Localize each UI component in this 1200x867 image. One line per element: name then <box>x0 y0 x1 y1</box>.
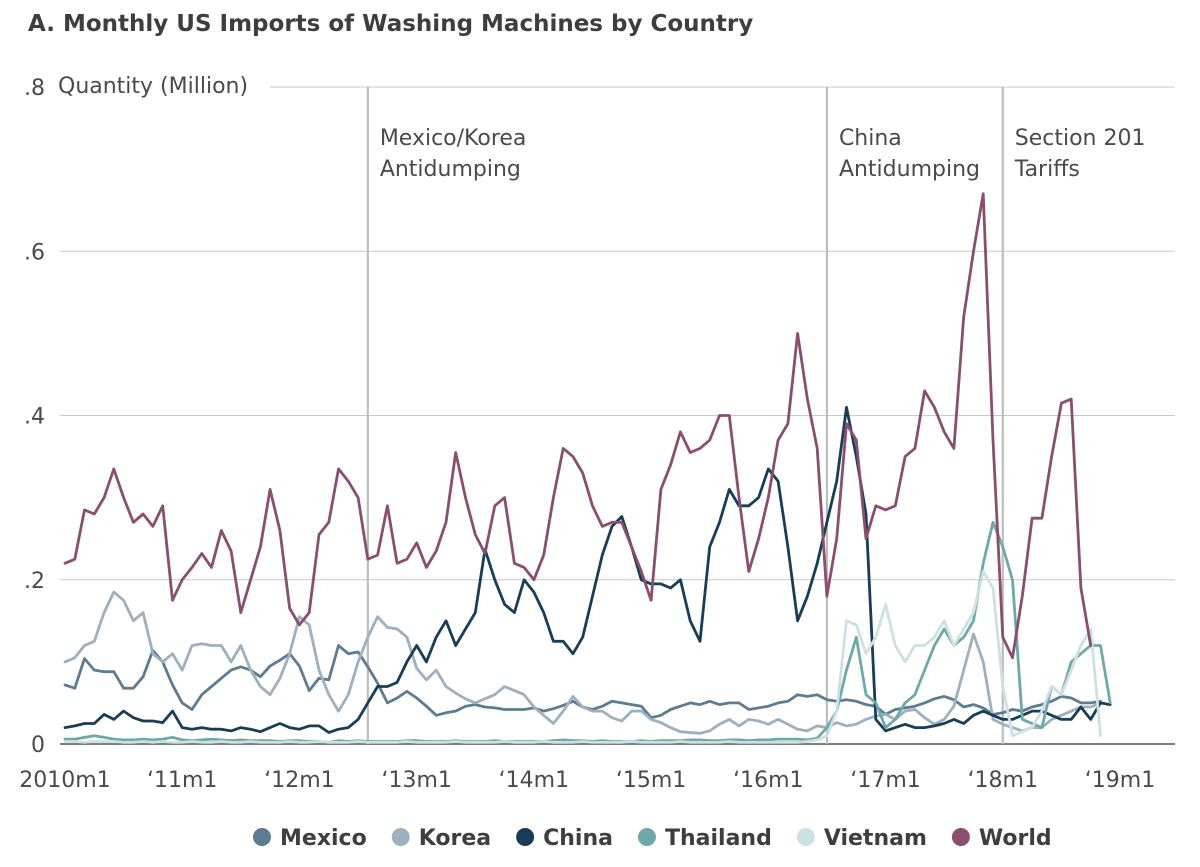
x-tick-label: ‘17m1 <box>850 768 920 793</box>
legend-label: World <box>979 826 1052 851</box>
legend-swatch <box>951 828 970 846</box>
event-label: Mexico/Korea <box>380 126 527 151</box>
x-tick-label: ‘15m1 <box>616 768 686 793</box>
chart-title: A. Monthly US Imports of Washing Machine… <box>28 11 753 37</box>
legend: Mexico Korea China Thailand Vietnam World <box>253 826 1052 851</box>
y-tick-label: .4 <box>24 405 45 430</box>
x-tick-label: ‘18m1 <box>968 768 1038 793</box>
event-markers: Mexico/Korea Antidumping China Antidumping S… <box>366 87 1146 744</box>
y-tick-label: 0 <box>31 733 45 758</box>
x-tick-label: ‘14m1 <box>499 768 569 793</box>
legend-swatch <box>253 828 271 846</box>
series-line-korea <box>63 590 1102 735</box>
x-tick-label: ‘19m1 <box>1085 768 1155 793</box>
x-axis-ticks: 2010m1 ‘11m1 ‘12m1 ‘13m1 ‘14m1 ‘15m1 ‘16m1 ‘17m… <box>19 768 1155 793</box>
legend-swatch <box>516 828 535 846</box>
legend-swatch <box>796 828 815 846</box>
legend-label: China <box>543 826 613 851</box>
legend-label: Korea <box>419 826 491 851</box>
event-label: Tariffs <box>1014 157 1080 182</box>
legend-label: Vietnam <box>824 826 927 851</box>
x-tick-label: ‘12m1 <box>264 768 334 793</box>
legend-swatch <box>391 828 410 846</box>
legend-swatch <box>637 828 656 846</box>
legend-label: Mexico <box>280 826 367 851</box>
y-tick-label: .6 <box>24 240 45 265</box>
y-tick-label: .2 <box>24 569 45 594</box>
x-tick-label: ‘13m1 <box>381 768 451 793</box>
y-tick-label: .8 <box>24 76 45 101</box>
event-label: Antidumping <box>839 157 980 182</box>
x-tick-label: ‘11m1 <box>147 768 217 793</box>
series-lines <box>63 192 1112 744</box>
event-label: Section 201 <box>1015 126 1146 151</box>
gridlines <box>60 86 1175 745</box>
event-label: China <box>839 126 902 151</box>
x-tick-label: 2010m1 <box>19 768 110 793</box>
event-label: Antidumping <box>380 157 521 182</box>
series-line-world <box>63 192 1093 660</box>
y-axis-ticks: 0 .2 .4 .6 .8 <box>24 76 45 758</box>
x-tick-label: ‘16m1 <box>733 768 803 793</box>
legend-label: Thailand <box>665 826 772 851</box>
series-line-china <box>63 405 1112 734</box>
series-line-vietnam <box>63 570 1102 744</box>
y-axis-label: Quantity (Million) <box>58 74 248 99</box>
